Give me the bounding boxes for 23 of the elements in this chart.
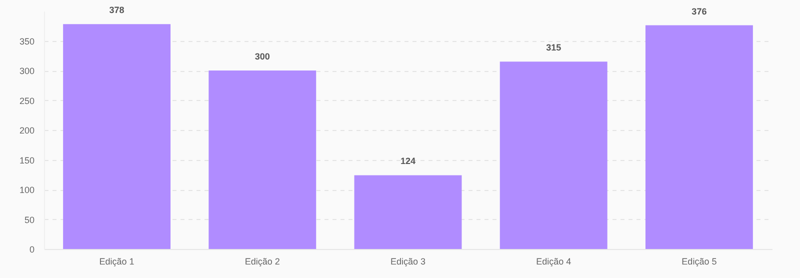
bar (63, 24, 171, 249)
bar (645, 25, 753, 249)
y-tick-label: 200 (19, 126, 34, 136)
y-tick-label: 100 (19, 185, 34, 195)
y-tick-label: 300 (19, 66, 34, 76)
data-label: 315 (546, 42, 562, 53)
x-tick-label: Edição 2 (244, 256, 280, 266)
y-tick-label: 150 (19, 155, 34, 166)
x-tick-label: Edição 4 (536, 256, 572, 266)
data-label: 376 (692, 6, 707, 16)
y-tick-label: 350 (19, 36, 34, 46)
bar (208, 70, 316, 249)
x-tick-label: Edição 3 (390, 256, 426, 266)
y-tick-label: 250 (19, 96, 34, 106)
y-tick-label: 50 (24, 214, 34, 225)
y-tick-label: 0 (29, 244, 34, 254)
data-label: 124 (400, 156, 416, 166)
data-label: 300 (254, 52, 270, 62)
bar (354, 175, 462, 249)
x-tick-label: Edição 5 (682, 256, 717, 266)
x-tick-label: Edição 1 (99, 256, 134, 266)
bar (500, 62, 608, 249)
data-label: 378 (109, 5, 124, 16)
